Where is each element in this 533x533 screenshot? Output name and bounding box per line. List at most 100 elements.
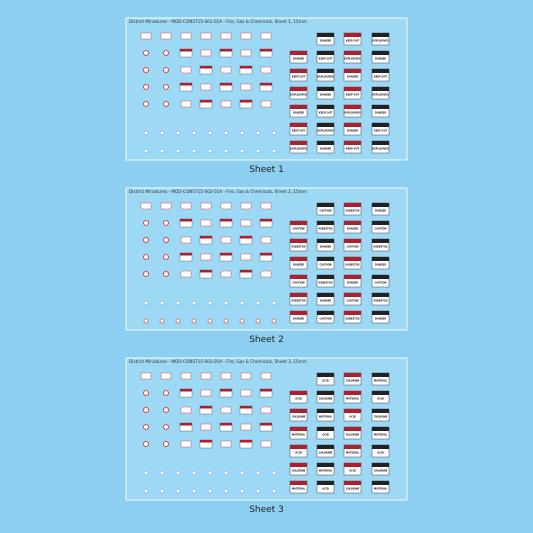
danger-sign-label: MATERIAL <box>292 488 306 491</box>
decal-icon <box>260 406 272 414</box>
decal-sheet: District Miniatures - MOD-CONST15-S02-01… <box>125 357 408 501</box>
danger-sign-band <box>344 105 361 109</box>
decal-icon-band <box>220 83 232 86</box>
danger-sign-label: EXPLOSIVES <box>372 94 389 97</box>
danger-sign-band <box>344 203 361 207</box>
decal-icon <box>200 83 212 91</box>
decal-icon <box>143 390 149 396</box>
danger-sign-band <box>317 105 334 109</box>
decal-icon <box>200 423 212 431</box>
small-decal <box>159 148 165 154</box>
decal-icon <box>200 219 212 227</box>
small-decal <box>143 300 149 306</box>
decal-icon <box>200 202 212 210</box>
danger-sign-band <box>317 409 334 413</box>
danger-sign-label: CHLORINE <box>292 470 306 473</box>
decal-sheet: District Miniatures - MOD-CONST15-S02-01… <box>125 187 408 331</box>
decal-icon <box>163 101 169 107</box>
decal-icon <box>143 441 149 447</box>
danger-sign-label: CAUTION <box>374 228 386 231</box>
decal-icon-band <box>220 219 232 222</box>
small-decal <box>207 470 213 476</box>
sheet-caption: Sheet 2 <box>249 335 284 345</box>
decal-icon <box>180 32 192 40</box>
small-decal <box>239 318 245 324</box>
danger-sign-band <box>317 87 334 91</box>
danger-sign-band <box>372 203 389 207</box>
danger-sign-band <box>344 275 361 279</box>
decal-icon <box>220 236 232 244</box>
decal-icon <box>220 100 232 108</box>
decal-icon <box>143 407 149 413</box>
decal-icon <box>143 271 149 277</box>
small-decal <box>175 300 181 306</box>
danger-sign-label: ASBESTOS <box>318 282 332 285</box>
decal-icon <box>220 32 232 40</box>
danger-sign-label: ACID <box>322 488 328 491</box>
decal-icon-band <box>260 83 272 86</box>
decal-icon-band <box>240 100 252 103</box>
decal-icon <box>180 236 192 244</box>
danger-sign-band <box>290 105 307 109</box>
danger-sign-band <box>317 445 334 449</box>
danger-sign-label: ACID <box>377 398 383 401</box>
decal-icon <box>163 390 169 396</box>
small-decal <box>239 300 245 306</box>
small-decal <box>271 300 277 306</box>
danger-sign-band <box>317 373 334 377</box>
decal-icon <box>240 389 252 397</box>
danger-sign-label: CAUTION <box>292 282 304 285</box>
small-decal <box>143 148 149 154</box>
danger-sign-label: KEEP OUT <box>346 40 360 43</box>
decal-icon-band <box>200 270 212 273</box>
danger-sign-band <box>290 239 307 243</box>
danger-sign-band <box>290 481 307 485</box>
decal-icon-band <box>200 236 212 239</box>
decal-icon <box>200 49 212 57</box>
decal-icon <box>163 271 169 277</box>
danger-sign-band <box>290 123 307 127</box>
decal-icon <box>240 423 252 431</box>
small-decal <box>207 488 213 494</box>
small-decal <box>191 488 197 494</box>
danger-sign-label: KEEP OUT <box>292 76 306 79</box>
small-decal <box>255 300 261 306</box>
danger-sign-label: EXPLOSIVES <box>317 130 334 133</box>
danger-sign-band <box>290 445 307 449</box>
danger-sign-label: DANGER <box>293 318 304 321</box>
danger-sign-band <box>290 463 307 467</box>
danger-sign-band <box>290 311 307 315</box>
decal-icon <box>200 389 212 397</box>
danger-sign-band <box>317 69 334 73</box>
danger-sign-band <box>317 311 334 315</box>
decal-icon <box>260 66 272 74</box>
small-decal <box>223 318 229 324</box>
danger-sign-label: DANGER <box>347 130 358 133</box>
decal-icon-band <box>200 406 212 409</box>
decal-icon-band <box>220 389 232 392</box>
decal-icon <box>163 254 169 260</box>
danger-sign-label: CAUTION <box>374 282 386 285</box>
danger-sign-band <box>372 427 389 431</box>
danger-sign-label: DANGER <box>320 300 331 303</box>
danger-sign-band <box>372 33 389 37</box>
decal-icon-band <box>260 389 272 392</box>
danger-sign-label: CAUTION <box>319 210 331 213</box>
danger-sign-label: CHLORINE <box>374 470 388 473</box>
danger-sign-band <box>290 51 307 55</box>
danger-sign-label: MATERIAL <box>292 434 306 437</box>
decal-icon <box>163 424 169 430</box>
decal-icon <box>220 202 232 210</box>
danger-sign-label: CAUTION <box>346 246 358 249</box>
danger-sign-band <box>372 463 389 467</box>
small-decal <box>175 470 181 476</box>
danger-sign-band <box>290 409 307 413</box>
small-decal <box>271 470 277 476</box>
decal-icon <box>180 270 192 278</box>
small-decal <box>143 130 149 136</box>
danger-sign-label: ASBESTOS <box>291 300 305 303</box>
danger-sign-label: CHLORINE <box>319 452 333 455</box>
danger-sign-band <box>372 239 389 243</box>
danger-sign-label: KEEP OUT <box>319 112 333 115</box>
